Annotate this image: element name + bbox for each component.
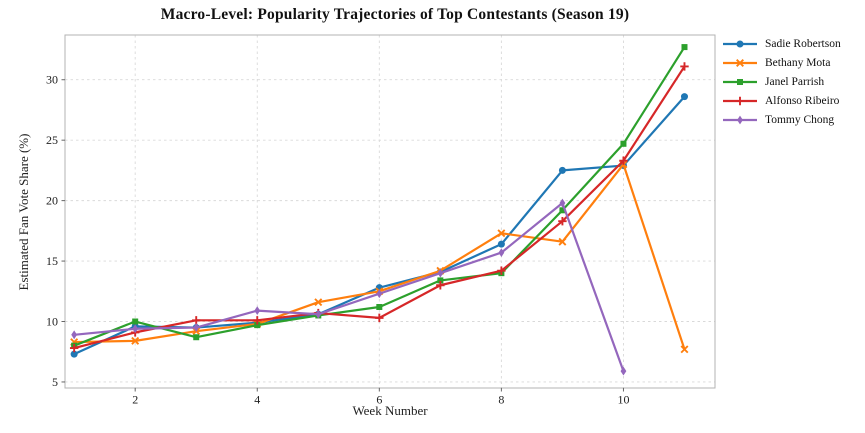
data-point-marker: [497, 229, 506, 238]
legend-item-2: Janel Parrish: [722, 76, 841, 88]
y-tick-label: 20: [46, 194, 58, 208]
legend-item-0: Sadie Robertson: [722, 38, 841, 50]
legend-label: Tommy Chong: [765, 114, 835, 126]
data-point-marker: [620, 140, 627, 147]
data-point-marker: [558, 237, 567, 246]
legend-item-3: Alfonso Ribeiro: [722, 95, 841, 107]
legend: Sadie Robertson Bethany Mota Janel Parrish…: [722, 38, 841, 126]
data-point-marker: [497, 266, 506, 275]
data-point-marker: [70, 350, 78, 358]
y-axis-label: Estimated Fan Vote Share (%): [16, 133, 31, 291]
data-point-marker: [559, 207, 566, 214]
data-point-marker: [375, 313, 384, 323]
data-point-marker: [619, 156, 628, 165]
data-point-marker: [437, 268, 444, 278]
legend-marker-circle-icon: [723, 40, 757, 48]
data-point-marker: [193, 323, 200, 332]
data-point-marker: [681, 44, 688, 51]
data-point-marker: [132, 324, 139, 334]
data-point-marker: [376, 289, 383, 299]
data-point-marker: [254, 322, 261, 329]
data-point-marker: [498, 248, 505, 258]
y-tick-label: 25: [46, 133, 58, 147]
data-point-marker: [254, 306, 261, 316]
x-axis-label: Week Number: [352, 403, 428, 418]
data-point-marker: [436, 281, 445, 290]
data-point-marker: [680, 345, 689, 354]
x-tick-label: 10: [617, 393, 629, 407]
data-point-marker: [558, 166, 566, 174]
y-tick-label: 15: [46, 254, 58, 268]
data-point-marker: [559, 198, 566, 208]
data-point-marker: [192, 316, 201, 325]
legend-marker-diamond-icon: [723, 115, 757, 125]
data-point-marker: [437, 277, 444, 284]
data-point-marker: [680, 93, 688, 101]
y-tick-label: 5: [52, 375, 58, 389]
legend-label: Sadie Robertson: [765, 38, 841, 50]
data-point-marker: [376, 304, 383, 311]
data-point-marker: [69, 343, 79, 353]
legend-item-1: Bethany Mota: [722, 57, 841, 69]
data-point-marker: [253, 316, 262, 325]
data-point-marker: [314, 298, 323, 307]
data-point-marker: [131, 336, 140, 345]
data-point-marker: [193, 334, 200, 341]
y-tick-label: 30: [46, 73, 58, 87]
chart-title: Macro-Level: Popularity Trajectories of …: [160, 6, 630, 23]
x-tick-label: 6: [376, 393, 382, 407]
data-point-marker: [315, 309, 322, 319]
x-tick-label: 8: [498, 393, 504, 407]
legend-marker-x-icon: [723, 59, 757, 67]
data-point-marker: [680, 62, 689, 71]
data-point-marker: [497, 240, 505, 248]
data-point-marker: [132, 318, 139, 325]
x-tick-label: 4: [254, 393, 260, 407]
legend-marker-plus-icon: [723, 96, 757, 106]
legend-label: Janel Parrish: [765, 76, 825, 88]
y-tick-label: 10: [46, 315, 58, 329]
legend-marker-square-icon: [723, 79, 757, 85]
data-point-marker: [558, 216, 567, 226]
plot-border: [64, 34, 716, 389]
legend-item-4: Tommy Chong: [722, 114, 841, 126]
series-line-4: [73, 201, 625, 373]
x-tick-label: 2: [132, 393, 138, 407]
data-point-marker: [620, 366, 627, 376]
legend-label: Alfonso Ribeiro: [765, 95, 840, 107]
data-point-marker: [71, 330, 78, 340]
legend-label: Bethany Mota: [765, 57, 831, 69]
